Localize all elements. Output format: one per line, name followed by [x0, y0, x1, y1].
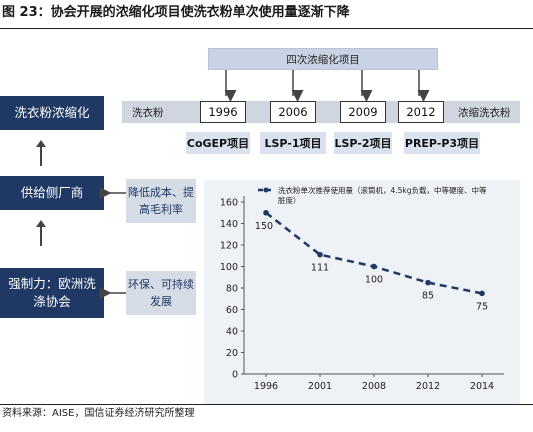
y-tick-label: 100 — [220, 262, 238, 273]
arrow-up-icon — [36, 140, 46, 166]
data-label: 100 — [365, 275, 383, 286]
project-label: LSP-2项目 — [334, 132, 392, 154]
line-chart: 0 20 40 60 80 100 120 140 160 1996 2001 2008 2012 201… — [220, 185, 504, 392]
arrow-up-icon — [36, 220, 46, 246]
timeline-start: 洗衣粉 — [132, 107, 164, 119]
x-tick-label: 2001 — [308, 381, 332, 392]
y-tick-label: 0 — [232, 370, 238, 381]
data-label: 111 — [311, 263, 329, 274]
data-point — [425, 279, 431, 286]
year-box: 2006 — [270, 101, 316, 123]
project-label: CoGEP项目 — [186, 132, 250, 154]
data-point — [263, 209, 269, 216]
x-tick-label: 2012 — [416, 381, 440, 392]
chart-panel: 0 20 40 60 80 100 120 140 160 1996 2001 2008 2012 201… — [204, 180, 520, 404]
projects-header: 四次浓缩化项目 — [208, 48, 438, 70]
eco-driver-box: 环保、可持续发展 — [126, 271, 196, 315]
y-tick-label: 20 — [226, 348, 238, 359]
aise-box: 强制力：欧洲洗涤协会 — [0, 268, 104, 318]
y-tick-label: 60 — [226, 305, 238, 316]
source-note: 资料来源：AISE，国信证券经济研究所整理 — [0, 404, 533, 424]
year-box: 1996 — [200, 101, 246, 123]
data-point — [317, 251, 323, 258]
data-point — [479, 290, 485, 297]
y-tick-label: 120 — [220, 241, 238, 252]
year-box: 2012 — [398, 101, 444, 123]
project-label: PREP-P3项目 — [404, 132, 480, 154]
cost-driver-box: 降低成本、提高毛利率 — [126, 179, 196, 223]
supplier-box: 供给侧厂商 — [0, 176, 104, 210]
data-label: 85 — [422, 291, 434, 302]
concentration-box: 洗衣粉浓缩化 — [0, 96, 104, 130]
figure-title: 图 23：协会开展的浓缩化项目使洗衣粉单次使用量逐渐下降 — [0, 3, 533, 29]
legend-marker — [263, 187, 269, 193]
data-point — [371, 263, 377, 270]
y-tick-label: 40 — [226, 327, 238, 338]
data-label: 150 — [255, 221, 273, 232]
y-tick-label: 160 — [220, 198, 238, 209]
y-tick-label: 140 — [220, 219, 238, 230]
timeline-end: 浓缩洗衣粉 — [458, 107, 511, 119]
x-tick-label: 2008 — [362, 381, 386, 392]
year-box: 2009 — [340, 101, 386, 123]
project-label: LSP-1项目 — [260, 132, 326, 154]
data-label: 75 — [476, 301, 488, 312]
x-tick-label: 2014 — [470, 381, 494, 392]
x-tick-label: 1996 — [254, 381, 278, 392]
legend-label: 洗衣粉单次推荐使用量（滚筒机，4.5kg负载，中等硬度、中等脏度） — [278, 185, 487, 205]
y-tick-label: 80 — [226, 284, 238, 295]
